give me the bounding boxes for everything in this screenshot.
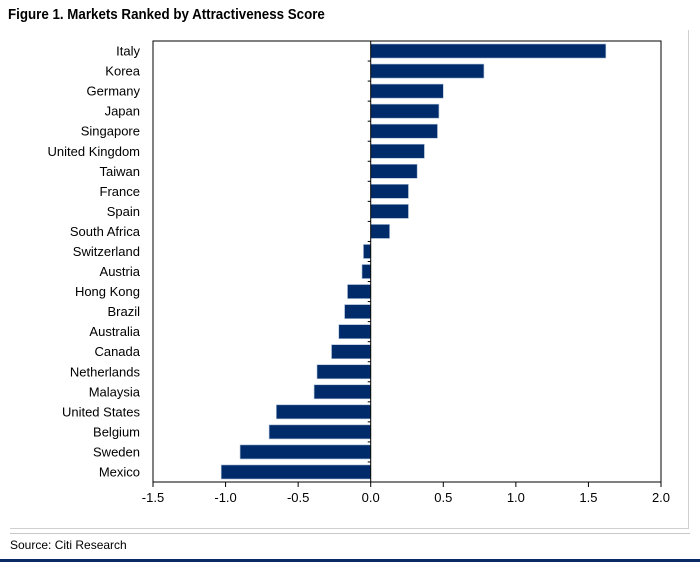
- bar-united-kingdom: [370, 143, 425, 159]
- footer-rule: [0, 559, 700, 562]
- category-label: United States: [62, 404, 141, 419]
- x-tick-label: 0.0: [362, 490, 380, 505]
- category-label: Japan: [105, 104, 140, 119]
- x-tick-label: 0.5: [434, 490, 452, 505]
- bar-brazil: [344, 304, 372, 319]
- x-tick-label: 1.0: [507, 490, 525, 505]
- bar-spain: [370, 204, 409, 219]
- category-label: Austria: [100, 264, 141, 279]
- bar-united-states: [276, 404, 372, 420]
- category-label: Hong Kong: [75, 284, 140, 299]
- bar-netherlands: [316, 364, 372, 380]
- bar-australia: [338, 324, 372, 339]
- bar-chart: Italy Korea Germany Japan Singapore United Ki…: [48, 40, 670, 505]
- bar-malaysia: [313, 384, 372, 400]
- bar-sweden: [239, 444, 372, 460]
- bar-france: [370, 184, 409, 199]
- bar-belgium: [268, 424, 372, 440]
- bar-singapore: [370, 123, 438, 139]
- category-label: Canada: [94, 344, 140, 359]
- category-label: Switzerland: [73, 244, 140, 259]
- category-label: Belgium: [93, 424, 140, 439]
- category-label: Spain: [107, 204, 140, 219]
- category-label: Mexico: [99, 464, 140, 479]
- bar-korea: [370, 63, 485, 79]
- category-label: Netherlands: [70, 364, 141, 379]
- category-label: Italy: [116, 44, 140, 59]
- category-label: South Africa: [70, 224, 141, 239]
- category-label: United Kingdom: [48, 144, 141, 159]
- chart-frame: [10, 30, 689, 529]
- source-note: Source: Citi Research: [10, 538, 127, 552]
- bar-canada: [331, 344, 372, 360]
- bar-austria: [361, 264, 372, 279]
- x-tick-label: 1.5: [579, 490, 597, 505]
- divider: [10, 533, 690, 534]
- category-label: Sweden: [93, 444, 140, 459]
- bar-south-africa: [370, 224, 390, 239]
- category-label: France: [100, 184, 140, 199]
- x-tick-label: 2.0: [652, 490, 670, 505]
- category-label: Brazil: [107, 304, 140, 319]
- category-label: Singapore: [81, 124, 140, 139]
- chart-title: Figure 1. Markets Ranked by Attractivene…: [8, 7, 325, 23]
- bar-japan: [370, 103, 440, 119]
- bar-hong-kong: [347, 284, 372, 299]
- category-label: Taiwan: [100, 164, 140, 179]
- category-label: Australia: [89, 324, 140, 339]
- category-label: Korea: [105, 64, 140, 79]
- plot-area: [152, 40, 662, 483]
- bar-taiwan: [370, 163, 418, 179]
- bar-switzerland: [363, 244, 372, 259]
- category-label: Malaysia: [89, 384, 141, 399]
- bar-italy: [370, 43, 607, 59]
- bar-germany: [370, 83, 444, 99]
- category-label: Germany: [87, 84, 141, 99]
- x-tick-label: -1.0: [214, 490, 236, 505]
- x-tick-label: -1.5: [142, 490, 164, 505]
- x-tick-label: -0.5: [287, 490, 309, 505]
- bar-mexico: [220, 464, 372, 480]
